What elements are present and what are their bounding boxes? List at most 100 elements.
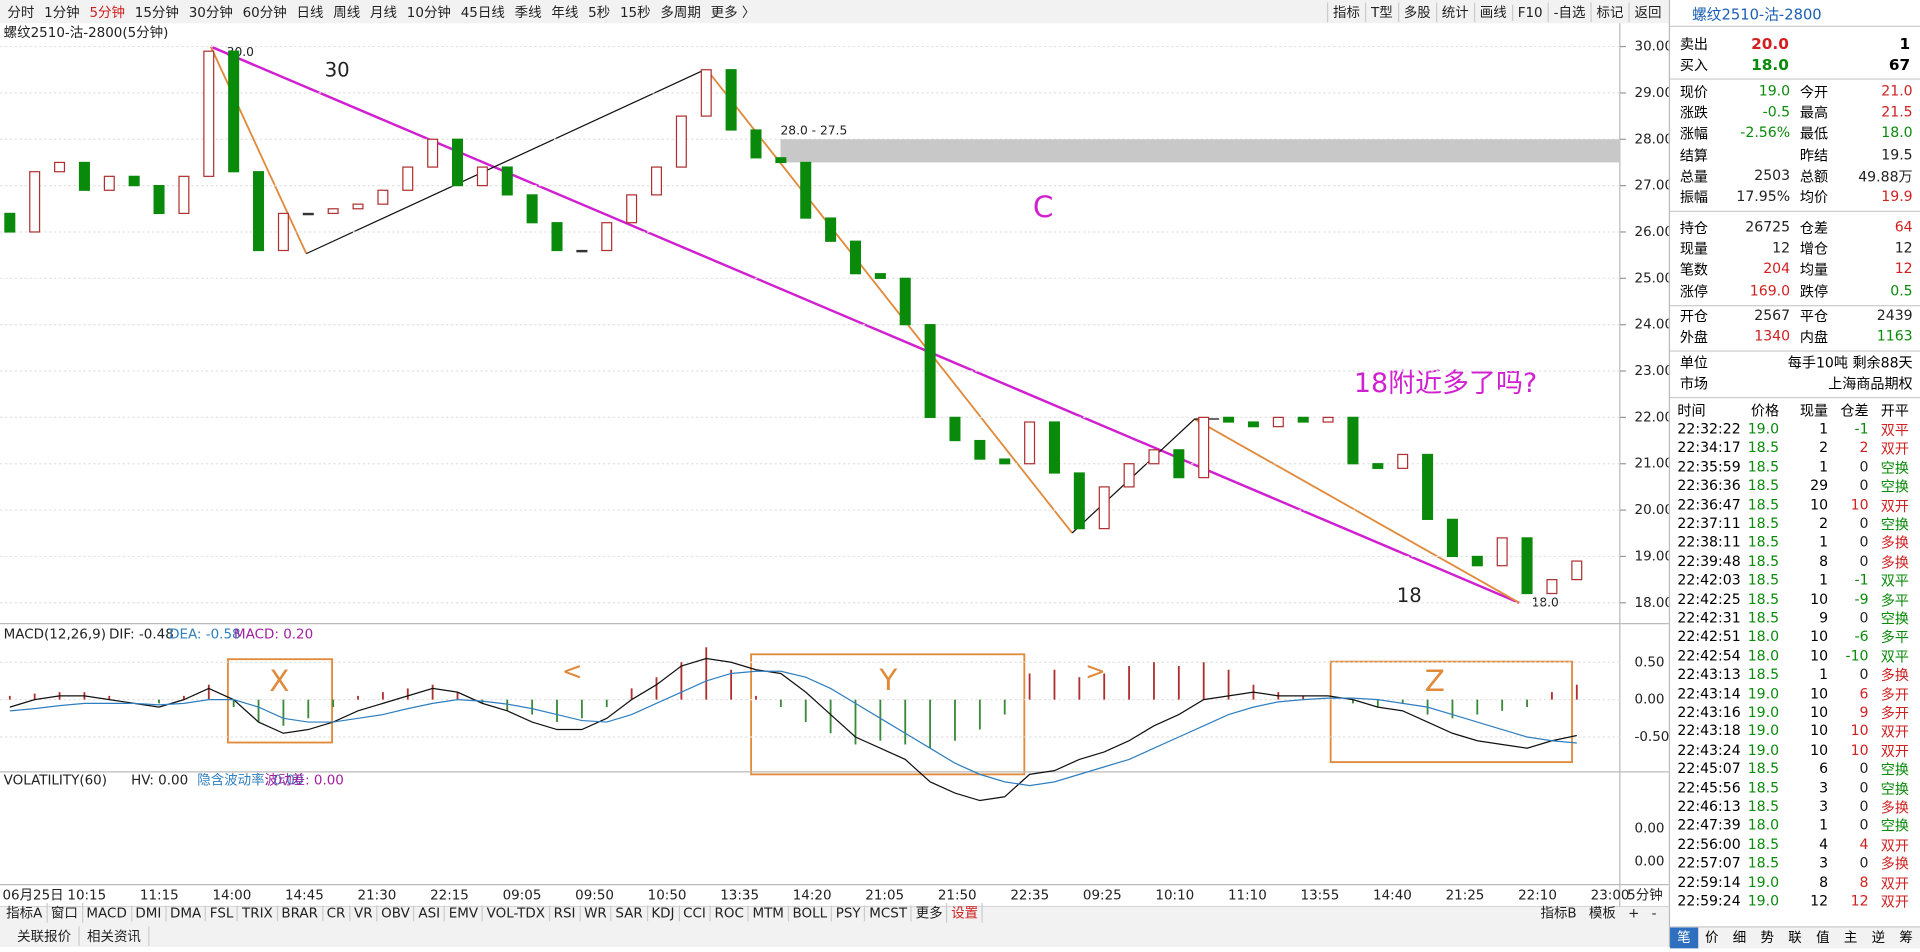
indicator-tab[interactable]: 窗口: [47, 903, 83, 923]
toolbar-item[interactable]: 指标: [1326, 2, 1365, 23]
time-label: 10:50: [648, 888, 687, 904]
indicator-tab[interactable]: VR: [350, 904, 378, 921]
toolbar-item[interactable]: 标记: [1590, 2, 1628, 23]
indicator-tab[interactable]: 模板: [1588, 905, 1616, 922]
candle: [1272, 416, 1284, 428]
indicator-tab[interactable]: TRIX: [238, 904, 278, 921]
indicator-tab[interactable]: SAR: [612, 904, 648, 921]
toolbar-item[interactable]: 5秒: [588, 4, 611, 21]
indicator-tab[interactable]: BOLL: [789, 904, 833, 921]
indicator-tab[interactable]: MTM: [749, 904, 789, 921]
toolbar-item[interactable]: 统计: [1435, 2, 1474, 23]
panel-tab[interactable]: 势: [1760, 929, 1774, 946]
indicator-tab[interactable]: 指标A: [2, 903, 48, 923]
indicator-tab[interactable]: BRAR: [278, 904, 323, 921]
toolbar-item[interactable]: 15秒: [619, 4, 651, 21]
toolbar-item[interactable]: 10分钟: [406, 4, 451, 21]
toolbar-item[interactable]: 画线: [1473, 2, 1512, 23]
toolbar-item[interactable]: 多股: [1397, 2, 1436, 23]
toolbar-item[interactable]: 5分钟: [89, 4, 125, 21]
indicator-tab[interactable]: FSL: [206, 904, 239, 921]
tick-volume: 10: [1810, 495, 1829, 513]
panel-tab[interactable]: 逆: [1871, 929, 1886, 946]
panel-tab[interactable]: 筹: [1899, 929, 1913, 946]
toolbar-item[interactable]: 多周期: [660, 4, 701, 21]
panel-tab[interactable]: 细: [1732, 929, 1747, 946]
tick-oi: 0: [1859, 854, 1869, 872]
stat-label: 最低: [1799, 125, 1829, 143]
candle: [1496, 537, 1508, 567]
stat-value: 2439: [1876, 306, 1913, 324]
tick-time: 22:43:13: [1677, 665, 1741, 683]
indicator-tab[interactable]: RSI: [550, 904, 581, 921]
stat-value: 12: [1894, 239, 1913, 257]
tick-type: 空换: [1880, 515, 1909, 533]
drawings: [0, 23, 1669, 948]
tick-time: 22:45:07: [1677, 759, 1741, 778]
time-label: 23:00: [1591, 888, 1630, 904]
indicator-tab[interactable]: CR: [323, 904, 351, 921]
indicator-tab[interactable]: OBV: [377, 904, 415, 921]
toolbar-item[interactable]: 15分钟: [134, 4, 179, 21]
stat-value: 26725: [1745, 218, 1791, 236]
toolbar-item[interactable]: 60分钟: [242, 4, 287, 21]
indicator-tab[interactable]: PSY: [832, 904, 866, 921]
indicator-tab[interactable]: MCST: [866, 904, 912, 921]
time-label: 14:20: [793, 888, 832, 904]
tick-type: 双开: [1880, 874, 1909, 892]
toolbar-item[interactable]: 年线: [551, 4, 579, 21]
panel-tab[interactable]: 联: [1788, 929, 1802, 946]
tick-volume: 8: [1819, 552, 1829, 570]
tick-volume: 10: [1810, 590, 1829, 608]
indicator-tab[interactable]: 指标B: [1540, 905, 1577, 922]
tick-time: 22:42:54: [1677, 646, 1741, 664]
toolbar-item[interactable]: 返回: [1628, 2, 1666, 23]
toolbar-item[interactable]: 日线: [296, 4, 324, 21]
indicator-tab[interactable]: -: [1651, 904, 1657, 921]
toolbar-item[interactable]: 分时: [7, 4, 35, 21]
toolbar-item[interactable]: 月线: [370, 4, 397, 21]
order-volume: 67: [1888, 55, 1911, 74]
panel-tab[interactable]: 笔: [1670, 927, 1698, 949]
candle: [327, 208, 339, 215]
indicator-tab[interactable]: 设置: [948, 903, 984, 923]
indicator-tab[interactable]: DMI: [132, 904, 167, 921]
toolbar-item[interactable]: 更多 〉: [710, 4, 756, 21]
tick-time: 22:37:11: [1677, 514, 1741, 532]
annotation: Y: [878, 663, 898, 697]
stat-label: 涨停: [1679, 282, 1709, 300]
tick-time: 22:42:25: [1677, 590, 1741, 608]
tick-volume: 3: [1819, 854, 1829, 872]
indicator-tab[interactable]: KDJ: [648, 904, 680, 921]
indicator-tab[interactable]: VOL-TDX: [483, 904, 550, 921]
price-band: [780, 139, 1620, 163]
toolbar-item[interactable]: F10: [1511, 4, 1548, 21]
indicator-tab[interactable]: WR: [580, 904, 612, 921]
panel-tab[interactable]: 值: [1816, 929, 1830, 946]
indicator-tab[interactable]: MACD: [83, 904, 132, 921]
toolbar-item[interactable]: 季线: [514, 4, 542, 21]
panel-tab[interactable]: 主: [1843, 929, 1858, 946]
panel-tab[interactable]: 价: [1704, 929, 1719, 946]
toolbar-item[interactable]: 45日线: [460, 4, 505, 21]
toolbar-item[interactable]: 周线: [333, 4, 361, 21]
bottom-tab[interactable]: 关联报价: [10, 925, 80, 946]
tick-time: 22:42:03: [1677, 571, 1741, 589]
toolbar-item[interactable]: T型: [1364, 2, 1398, 23]
bottom-tab[interactable]: 相关资讯: [80, 925, 150, 946]
indicator-tab[interactable]: ASI: [415, 904, 446, 921]
tick-oi: 0: [1859, 778, 1869, 796]
tick-oi: 6: [1859, 684, 1869, 702]
indicator-tab[interactable]: ROC: [711, 904, 749, 921]
indicator-tab[interactable]: 更多: [912, 903, 948, 923]
toolbar-item[interactable]: 30分钟: [188, 4, 233, 21]
indicator-tab[interactable]: EMV: [445, 904, 484, 921]
indicator-tab[interactable]: DMA: [166, 904, 207, 921]
toolbar-item[interactable]: 1分钟: [44, 4, 80, 21]
stat-label: 仓差: [1799, 219, 1829, 237]
indicator-tab[interactable]: CCI: [679, 904, 711, 921]
stat-value: -2.56%: [1740, 124, 1791, 142]
tick-price: 18.5: [1747, 778, 1780, 796]
toolbar-item[interactable]: -自选: [1547, 2, 1591, 23]
indicator-tab[interactable]: +: [1628, 904, 1640, 921]
